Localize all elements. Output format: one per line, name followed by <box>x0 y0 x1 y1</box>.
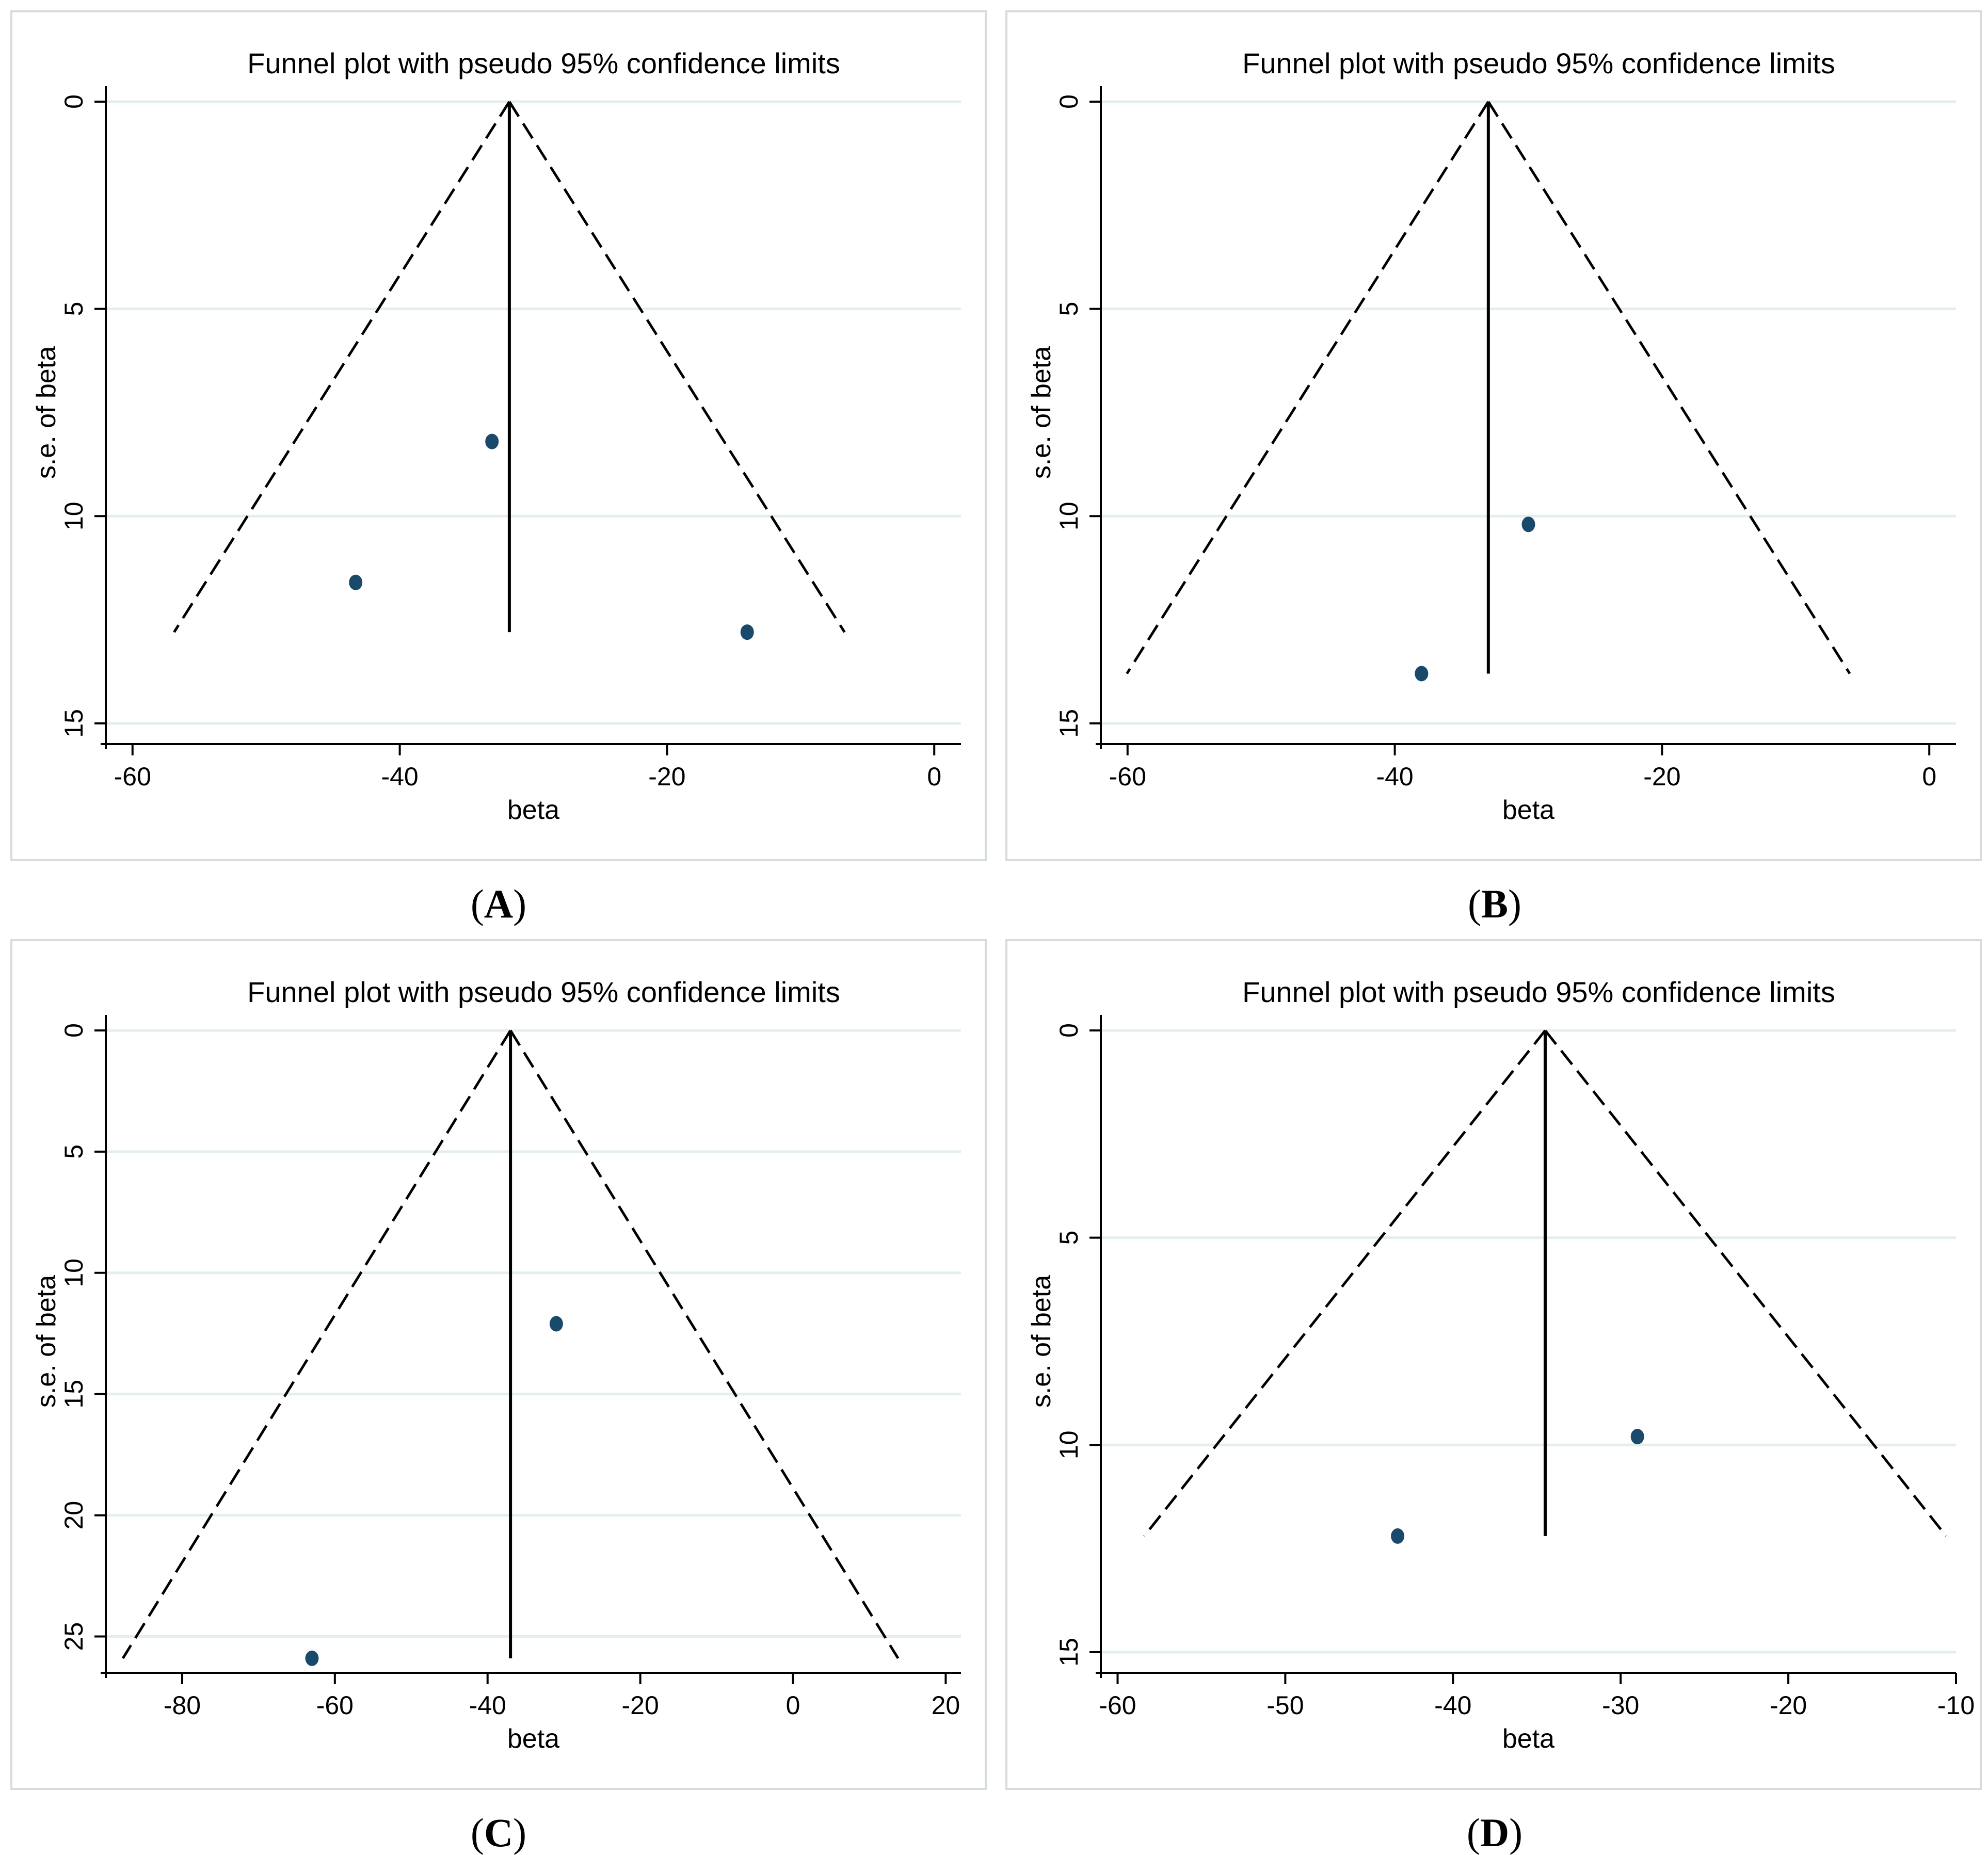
caption-d: (D) <box>1467 1810 1522 1855</box>
x-tick-label-a: 0 <box>927 762 941 791</box>
ci-limit-right-a <box>508 101 846 633</box>
funnel-plot-panel-c: Funnel plot with pseudo 95% confidence l… <box>10 939 987 1790</box>
x-tick-label-a: -60 <box>114 762 151 791</box>
study-point-a <box>740 624 754 640</box>
y-axis-title-c: s.e. of beta <box>31 1275 61 1408</box>
study-point-c <box>305 1650 319 1666</box>
y-tick-label-b: 15 <box>1054 709 1083 738</box>
study-point-b <box>1415 666 1429 682</box>
x-tick-label-d: -10 <box>1937 1691 1975 1720</box>
x-tick-label-c: -40 <box>469 1691 506 1720</box>
panel-frame-d <box>1005 939 1982 1790</box>
y-axis-title-d: s.e. of beta <box>1027 1275 1056 1408</box>
study-point-d <box>1391 1528 1405 1544</box>
ci-limit-right-c <box>509 1029 900 1659</box>
x-axis-title-d: beta <box>1502 1724 1554 1754</box>
y-tick-label-b: 10 <box>1054 502 1083 530</box>
ci-limit-left-a <box>173 101 511 633</box>
x-tick-label-d: -20 <box>1770 1691 1807 1720</box>
y-tick-label-a: 5 <box>59 302 88 316</box>
y-tick-label-c: 25 <box>59 1622 88 1651</box>
plot-title-c: Funnel plot with pseudo 95% confidence l… <box>247 976 840 1008</box>
x-tick-label-c: 20 <box>932 1691 960 1720</box>
ci-limit-right-d <box>1544 1029 1947 1537</box>
y-tick-label-a: 15 <box>59 709 88 738</box>
ci-limit-left-d <box>1143 1029 1546 1537</box>
y-axis-title-b: s.e. of beta <box>1027 346 1056 479</box>
x-tick-label-b: -40 <box>1376 762 1413 791</box>
ci-limit-left-b <box>1126 101 1489 674</box>
study-point-c <box>549 1316 563 1332</box>
funnel-plot-panel-d: Funnel plot with pseudo 95% confidence l… <box>1005 939 1982 1790</box>
caption-b: (B) <box>1468 881 1521 926</box>
study-point-d <box>1630 1429 1644 1445</box>
plot-title-d: Funnel plot with pseudo 95% confidence l… <box>1242 976 1835 1008</box>
caption-a: (A) <box>471 881 526 926</box>
y-tick-label-d: 10 <box>1054 1430 1083 1459</box>
y-tick-label-c: 10 <box>59 1259 88 1287</box>
ci-limit-left-c <box>121 1029 512 1659</box>
y-tick-label-c: 5 <box>59 1144 88 1159</box>
x-tick-label-d: -40 <box>1434 1691 1471 1720</box>
study-point-b <box>1521 517 1535 533</box>
x-tick-label-b: -60 <box>1109 762 1146 791</box>
x-tick-label-c: -80 <box>164 1691 201 1720</box>
x-tick-label-c: -60 <box>316 1691 354 1720</box>
x-tick-label-c: -20 <box>621 1691 659 1720</box>
y-tick-label-a: 10 <box>59 502 88 530</box>
study-point-a <box>349 574 363 590</box>
y-tick-label-c: 15 <box>59 1380 88 1409</box>
x-tick-label-d: -30 <box>1602 1691 1639 1720</box>
x-tick-label-a: -40 <box>381 762 418 791</box>
study-point-a <box>485 433 499 449</box>
y-axis-title-a: s.e. of beta <box>31 346 61 479</box>
x-axis-title-c: beta <box>507 1724 559 1754</box>
panel-frame-a <box>10 10 987 861</box>
y-tick-label-d: 15 <box>1054 1638 1083 1667</box>
x-tick-label-a: -20 <box>648 762 685 791</box>
y-tick-label-a: 0 <box>59 94 88 109</box>
x-tick-label-c: 0 <box>786 1691 800 1720</box>
x-tick-label-d: -50 <box>1266 1691 1304 1720</box>
panel-frame-b <box>1005 10 1982 861</box>
ci-limit-right-b <box>1487 101 1851 674</box>
y-tick-label-d: 0 <box>1054 1023 1083 1038</box>
x-axis-title-a: beta <box>507 795 559 825</box>
panel-frame-c <box>10 939 987 1790</box>
funnel-plot-panel-b: Funnel plot with pseudo 95% confidence l… <box>1005 10 1982 861</box>
x-tick-label-d: -60 <box>1099 1691 1136 1720</box>
x-tick-label-b: 0 <box>1922 762 1936 791</box>
plot-title-a: Funnel plot with pseudo 95% confidence l… <box>247 47 840 79</box>
plot-title-b: Funnel plot with pseudo 95% confidence l… <box>1242 47 1835 79</box>
y-tick-label-c: 0 <box>59 1023 88 1038</box>
y-tick-label-d: 5 <box>1054 1231 1083 1245</box>
funnel-plot-panel-a: Funnel plot with pseudo 95% confidence l… <box>10 10 987 861</box>
y-tick-label-c: 20 <box>59 1501 88 1530</box>
caption-c: (C) <box>471 1810 526 1855</box>
y-tick-label-b: 0 <box>1054 94 1083 109</box>
x-axis-title-b: beta <box>1502 795 1554 825</box>
x-tick-label-b: -20 <box>1643 762 1680 791</box>
y-tick-label-b: 5 <box>1054 302 1083 316</box>
